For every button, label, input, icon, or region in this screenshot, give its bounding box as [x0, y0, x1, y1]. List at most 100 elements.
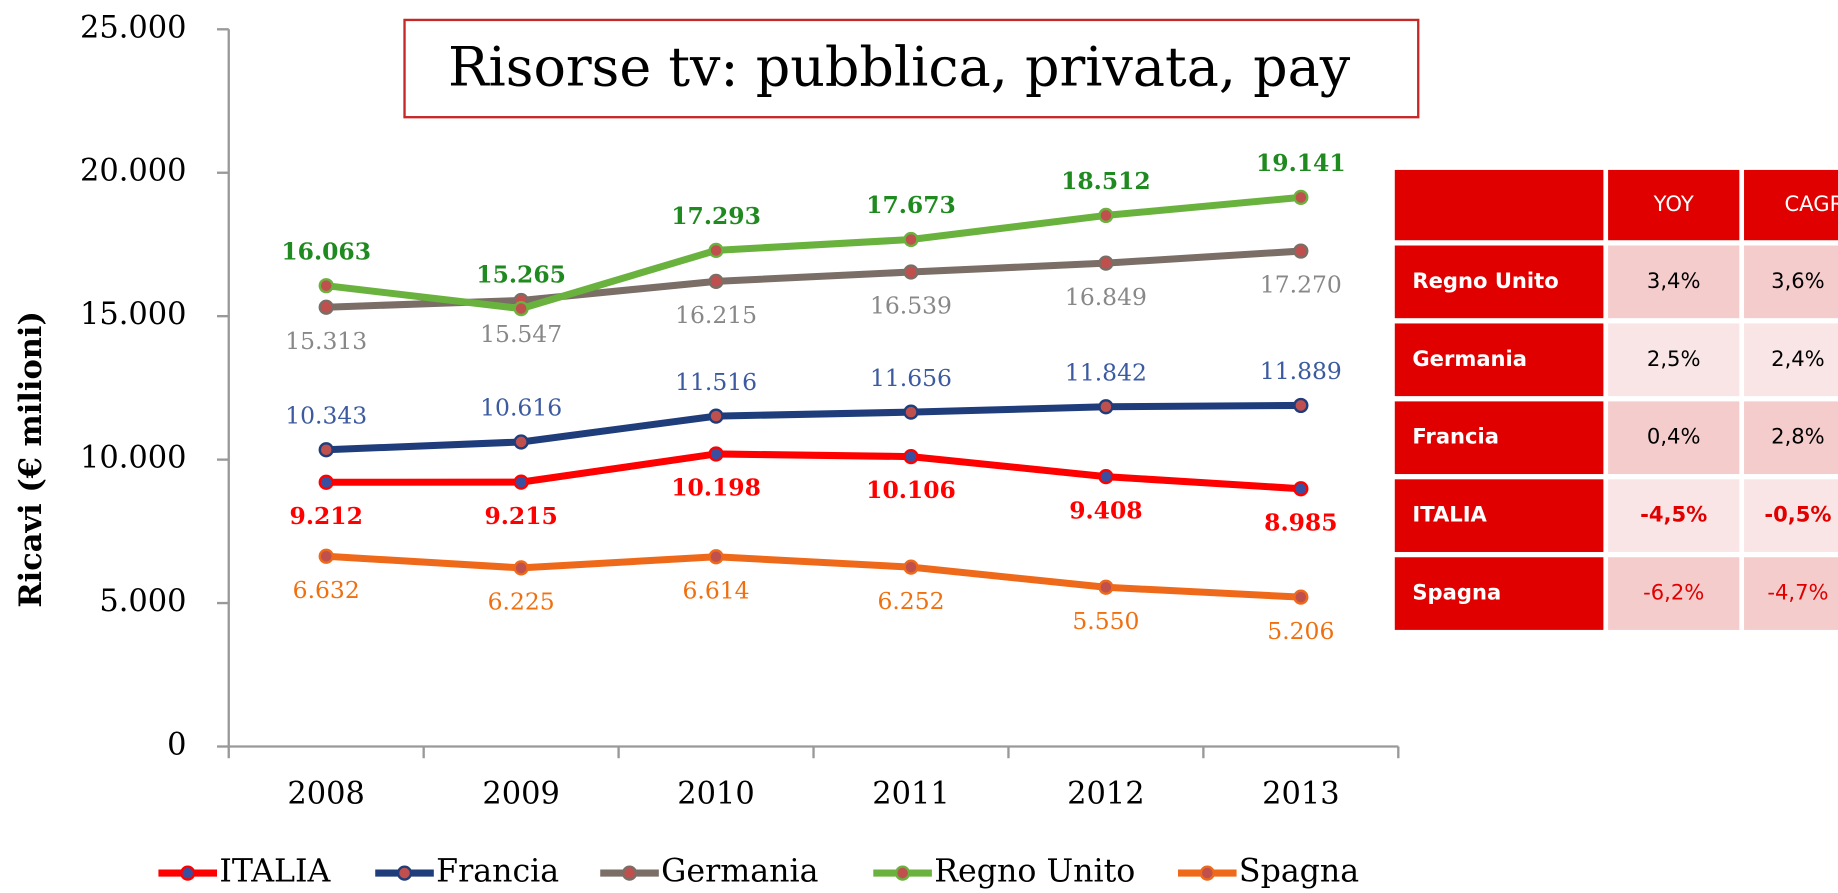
y-tick-label: 15.000	[80, 297, 187, 332]
table-cell	[1608, 245, 1740, 319]
data-label: 11.889	[1260, 357, 1342, 385]
series-line	[325, 193, 1302, 313]
table-cell	[1744, 557, 1838, 630]
data-label: 6.225	[488, 588, 555, 616]
point	[1293, 481, 1309, 497]
point	[1098, 255, 1114, 271]
table-value: 3,4%	[1647, 268, 1701, 293]
data-label: 10.106	[866, 476, 956, 504]
table-value: -6,2%	[1643, 580, 1704, 605]
point	[1098, 207, 1114, 224]
point	[903, 231, 919, 248]
table-header-cell	[1394, 169, 1604, 241]
data-label: 17.673	[866, 191, 956, 219]
data-label: 10.198	[671, 474, 761, 502]
legend-label: Germania	[661, 854, 818, 890]
table-value: 0,4%	[1647, 424, 1701, 449]
table-cell	[1744, 479, 1838, 552]
point	[513, 560, 529, 576]
point	[903, 559, 919, 575]
table-row-head	[1394, 245, 1604, 319]
table-value: 2,5%	[1647, 346, 1701, 371]
point	[318, 299, 334, 315]
data-label: 17.270	[1260, 271, 1342, 299]
data-label: 9.215	[484, 502, 557, 530]
data-label: 15.313	[285, 327, 367, 355]
table-row-name: ITALIA	[1412, 502, 1487, 527]
point	[513, 300, 529, 317]
data-label: 17.293	[671, 202, 761, 230]
point	[318, 474, 334, 490]
data-label: 9.212	[290, 502, 363, 530]
table-cell	[1744, 323, 1838, 397]
series-line	[326, 401, 1301, 454]
table-row-name: Regno Unito	[1412, 268, 1558, 293]
point	[903, 264, 919, 280]
point	[1098, 399, 1114, 415]
table-value: 2,8%	[1771, 424, 1825, 449]
point	[903, 448, 919, 465]
legend-marker	[396, 865, 413, 881]
data-label: 15.265	[476, 260, 566, 288]
table-cell	[1744, 401, 1838, 475]
data-label: 6.614	[683, 576, 750, 604]
table-cell	[1608, 479, 1740, 552]
table-cell	[1608, 323, 1740, 397]
data-label: 9.408	[1069, 496, 1142, 524]
point	[708, 242, 724, 259]
x-tick-label: 2011	[872, 777, 950, 812]
table-row-name: Francia	[1412, 424, 1499, 449]
data-label: 16.063	[281, 237, 371, 265]
table-row-head	[1394, 323, 1604, 397]
data-label: 18.512	[1061, 167, 1151, 195]
chart-title: Risorse tv: pubblica, privata, pay	[448, 35, 1351, 98]
series-line	[326, 247, 1302, 311]
legend-marker	[894, 865, 911, 881]
table-value: 2,4%	[1771, 346, 1825, 371]
series-line	[325, 552, 1302, 601]
point	[318, 548, 334, 564]
point	[318, 442, 334, 458]
data-label: 6.632	[293, 576, 360, 604]
data-label: 16.539	[870, 292, 952, 320]
title-box	[403, 18, 1420, 119]
data-label: 5.206	[1267, 617, 1334, 645]
data-label: 10.616	[480, 394, 562, 422]
table-row-head	[1394, 401, 1604, 475]
data-label: 15.547	[480, 320, 562, 348]
table-header-cell	[1608, 169, 1740, 241]
data-label: 10.343	[285, 401, 367, 429]
table-row-head	[1394, 557, 1604, 630]
legend-label: Francia	[436, 854, 559, 890]
point	[903, 404, 919, 420]
point	[1293, 189, 1309, 206]
point	[318, 278, 334, 294]
point	[708, 549, 724, 565]
table-value: 3,6%	[1771, 268, 1825, 293]
x-tick-label: 2010	[677, 777, 755, 812]
table-row-name: Spagna	[1412, 580, 1501, 605]
point	[708, 273, 724, 289]
point	[1293, 589, 1309, 605]
table-value: -4,5%	[1640, 502, 1707, 527]
y-tick-label: 10.000	[80, 441, 187, 476]
table-header: YOY	[1653, 191, 1694, 216]
x-tick-label: 2008	[287, 777, 365, 812]
table-cell	[1608, 401, 1740, 475]
data-label: 16.849	[1065, 283, 1147, 311]
series-line	[326, 450, 1302, 493]
data-label: 6.252	[877, 587, 944, 615]
point	[513, 434, 529, 450]
data-label: 11.842	[1065, 358, 1147, 386]
point	[708, 446, 724, 462]
point	[1098, 579, 1114, 595]
table-value: -4,7%	[1767, 580, 1828, 605]
legend-label: ITALIA	[219, 854, 331, 890]
x-tick-label: 2012	[1067, 777, 1145, 812]
legend-marker	[621, 865, 638, 881]
y-tick-label: 5.000	[99, 584, 186, 619]
table-cell	[1608, 557, 1740, 630]
y-tick-label: 0	[167, 728, 186, 763]
